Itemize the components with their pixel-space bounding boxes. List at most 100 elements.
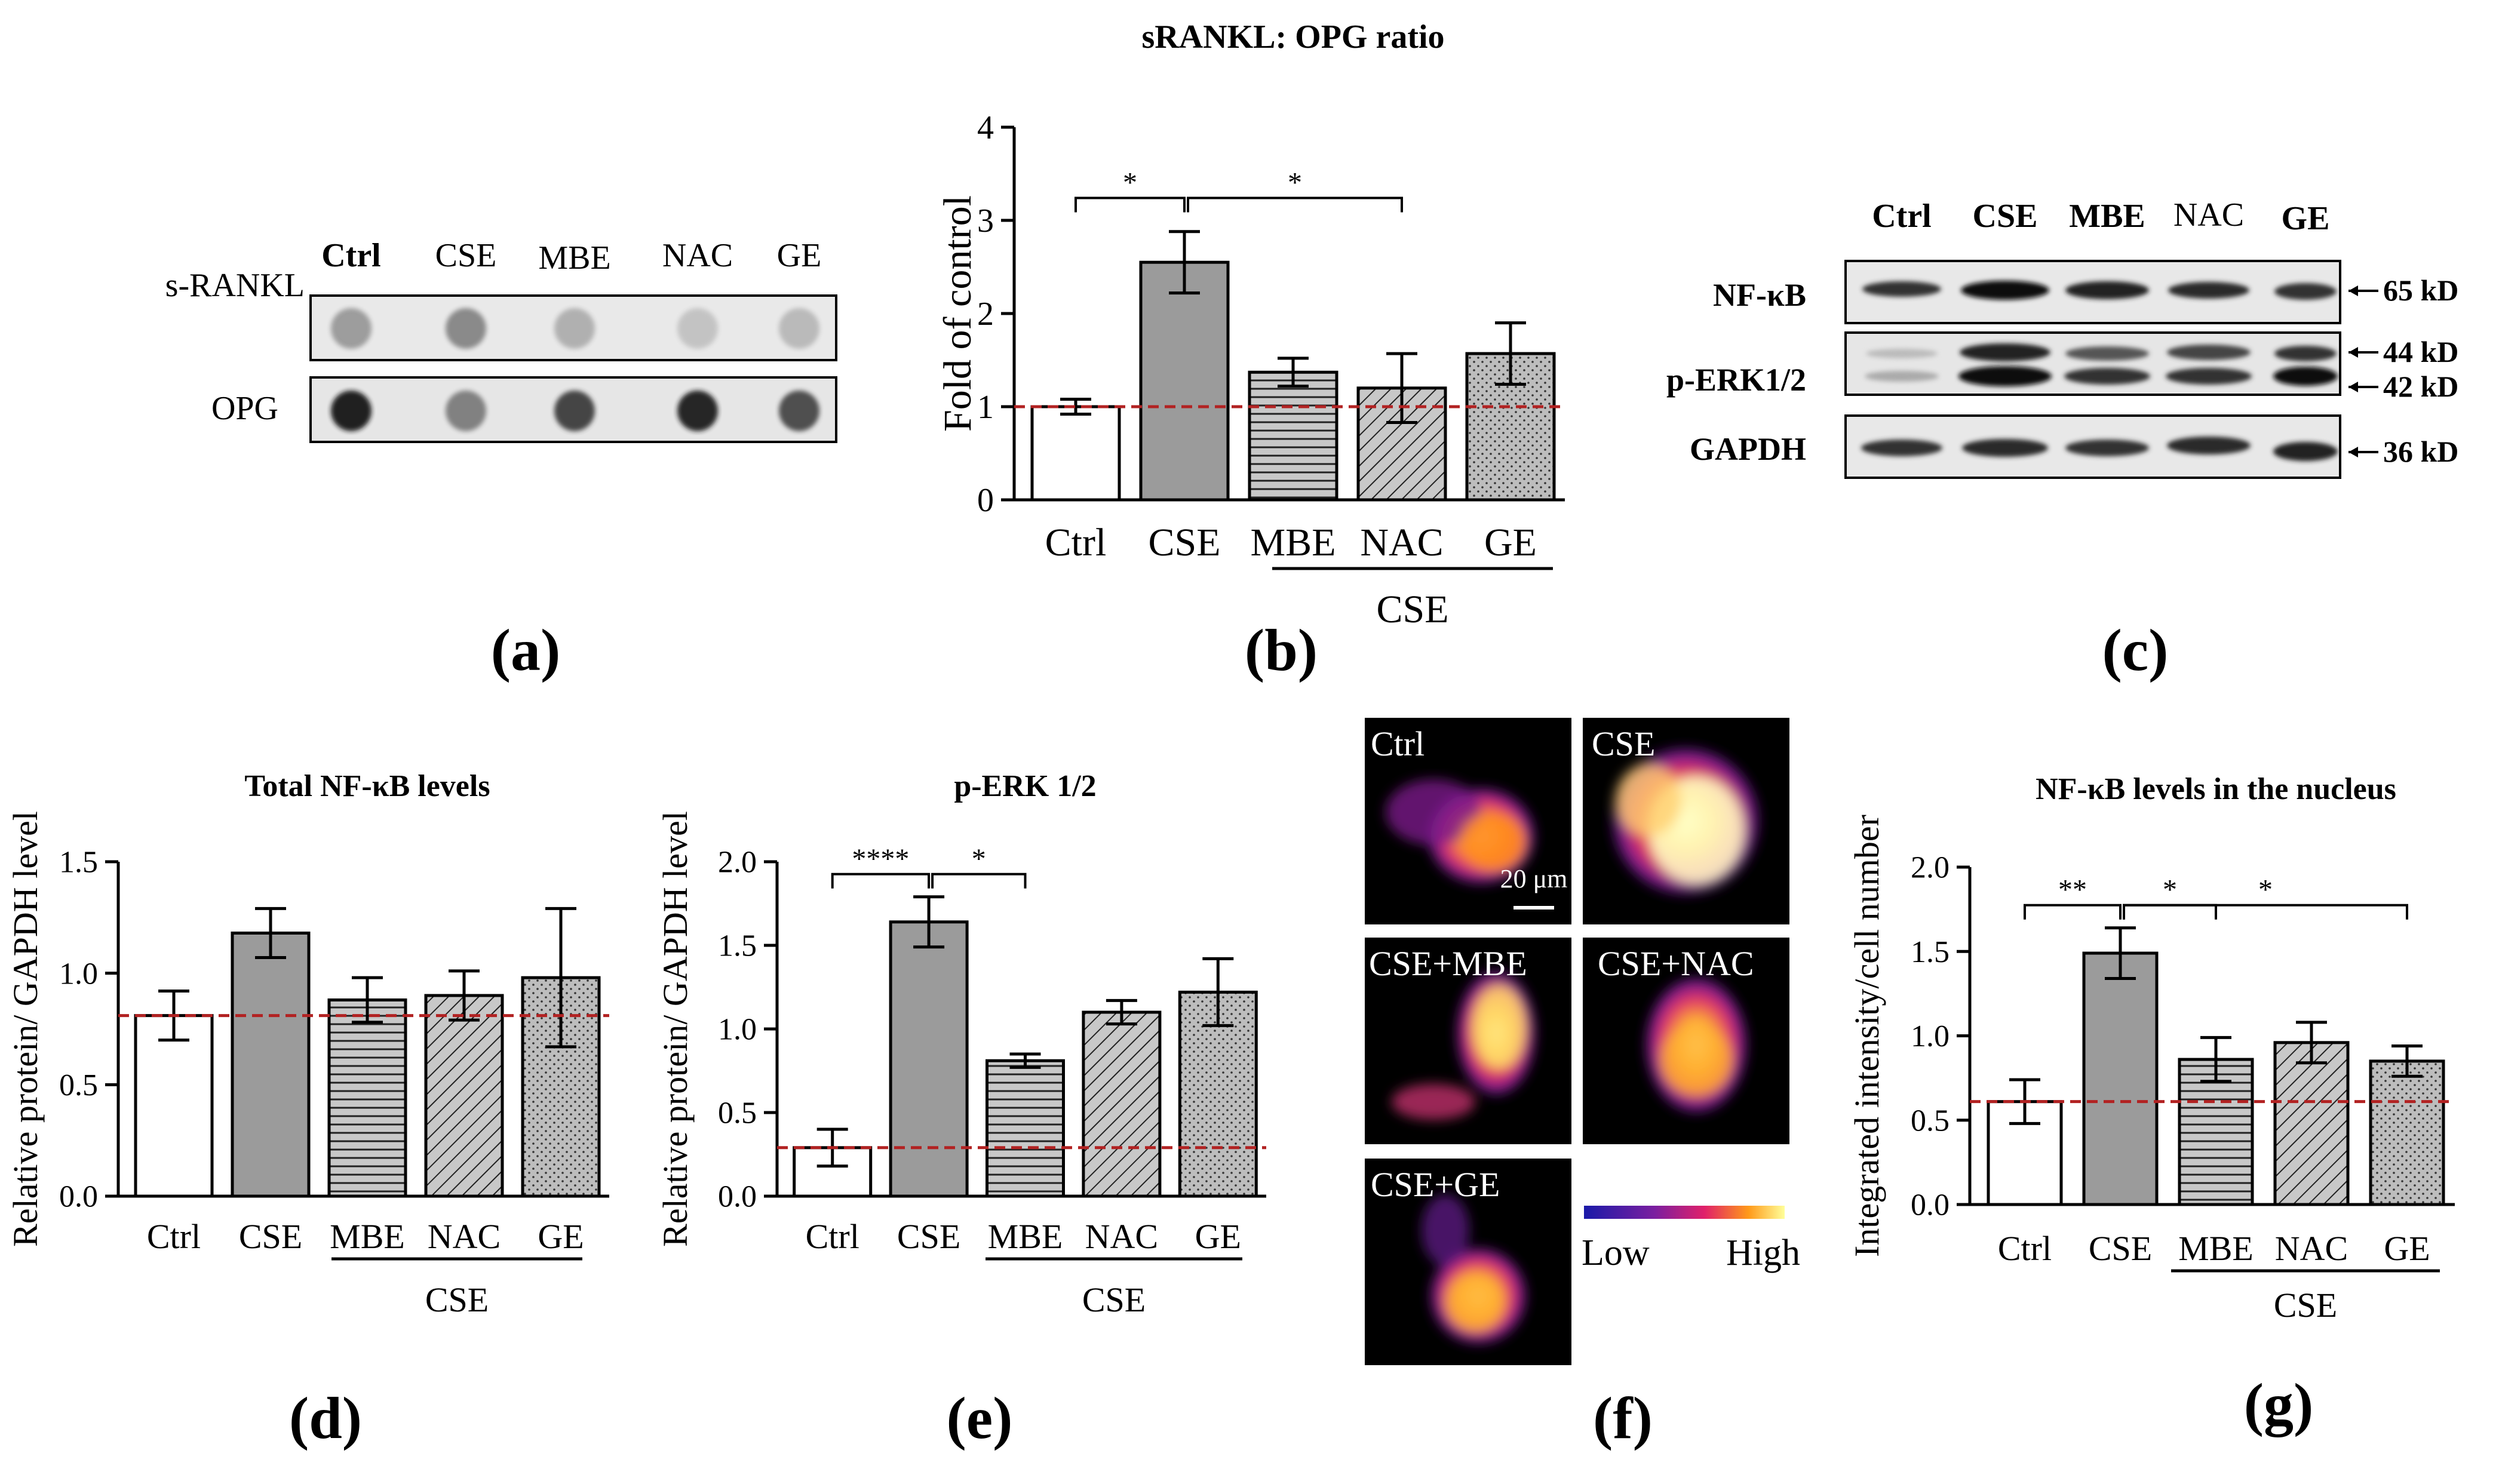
bar-mbe (327, 998, 407, 1198)
x-tick-label: Ctrl (1998, 1229, 2052, 1268)
tile-label-cse-nac: CSE+NAC (1598, 944, 1754, 983)
panel-letter-f: (f) (1593, 1385, 1653, 1451)
dot-spot-opg-2 (554, 391, 595, 431)
significance-bracket (931, 872, 1027, 889)
tile-label-cse-ge: CSE+GE (1371, 1165, 1500, 1204)
x-tick-label: Ctrl (806, 1217, 859, 1256)
dot-blot-col-ge: GE (777, 237, 822, 274)
y-tick-label: 1.5 (59, 846, 98, 880)
tile-label-cse-mbe: CSE+MBE (1369, 944, 1527, 983)
wb-row-nfkb: NF-κB (1713, 277, 1806, 313)
dot-blot-column-labels: Ctrl CSE MBE NAC GE (321, 237, 821, 276)
panel-c-western-blot: Ctrl CSE MBE NAC GE NF-κB p-ERK1/2 GAPDH (1666, 196, 2458, 479)
panel-letter-c: (c) (2102, 617, 2169, 683)
bar-ctrl (793, 1146, 873, 1198)
y-axis-label: Relative protein/ GAPDH level (656, 811, 695, 1247)
tile-cse-ge: CSE+GE (1365, 1159, 1571, 1365)
panel-letter-d: (d) (289, 1385, 362, 1451)
y-tick-label: 0.5 (59, 1068, 98, 1102)
x-tick-label: NAC (2275, 1229, 2348, 1268)
significance-label: * (1288, 167, 1302, 199)
y-tick-label: 0.0 (1911, 1188, 1950, 1222)
x-tick-label: CSE (239, 1217, 302, 1256)
y-tick-label: 1.0 (1911, 1019, 1950, 1053)
bar-cse (2082, 951, 2159, 1206)
dot-blot-col-mbe: MBE (538, 239, 610, 276)
significance-bracket (831, 872, 931, 889)
dot-spot-s-rankl-0 (331, 308, 372, 349)
significance-label: ** (2058, 874, 2087, 906)
dot-blot-col-cse: CSE (435, 237, 497, 274)
bar-nac (424, 994, 504, 1198)
tile-cse-mbe: CSE+MBE (1365, 938, 1571, 1144)
panel-d-bar-chart: Total NF-κB levels Relative protein/ GAPD… (6, 769, 609, 1319)
y-tick-label: 0.5 (718, 1096, 757, 1130)
x-tick-label: MBE (330, 1217, 405, 1256)
y-axis-label: Fold of control (936, 195, 980, 432)
bar-ctrl (134, 1014, 214, 1198)
x-tick-label: GE (2384, 1229, 2430, 1268)
bar-mbe (2178, 1058, 2254, 1206)
chart-title: sRANKL: OPG ratio (1141, 19, 1444, 56)
x-tick-label: GE (1195, 1217, 1241, 1256)
panel-letter-e: (e) (947, 1385, 1013, 1451)
dot-spot-s-rankl-4 (779, 308, 819, 349)
y-axis-label: Relative protein/ GAPDH level (6, 811, 45, 1247)
y-tick-label: 2.0 (1911, 851, 1950, 885)
wb-marker-42: 42 kD (2383, 370, 2458, 403)
bar-nac (2273, 1041, 2350, 1206)
colorbar (1584, 1206, 1785, 1219)
y-tick-label: 1.5 (718, 929, 757, 963)
significance-label: * (2258, 874, 2273, 906)
significance-label: * (2163, 874, 2177, 906)
significance-bracket (2123, 904, 2217, 920)
bar-mbe (1248, 370, 1338, 502)
bar-cse (231, 931, 311, 1198)
x-tick-label: GE (538, 1217, 584, 1256)
colorbar-low-label: Low (1582, 1233, 1650, 1273)
y-tick-label: 4 (977, 109, 994, 146)
wb-row-perk: p-ERK1/2 (1666, 362, 1806, 398)
bar-cse (1139, 260, 1230, 502)
x-tick-label: NAC (1360, 521, 1443, 564)
tile-cse-nac: CSE+NAC (1583, 938, 1789, 1144)
dot-spot-s-rankl-3 (677, 308, 718, 349)
y-tick-label: 2 (977, 296, 994, 333)
significance-bracket (2123, 904, 2408, 920)
y-tick-label: 1.0 (59, 957, 98, 991)
panel-e-bar-chart: p-ERK 1/2 Relative protein/ GAPDH level 0.… (656, 769, 1266, 1319)
x-tick-label: CSE (2089, 1229, 2152, 1268)
x-tick-label: NAC (428, 1217, 501, 1256)
x-tick-label: NAC (1085, 1217, 1158, 1256)
significance-bracket (1074, 196, 1186, 213)
dot-blot-spots-opg (331, 391, 819, 431)
panel-f-fluorescence: Ctrl 20 μm CSE CSE+MBE (1365, 718, 1800, 1365)
group-caption: CSE (2274, 1286, 2337, 1325)
panel-a-dot-blot: Ctrl CSE MBE NAC GE s-RANKL OPG (165, 237, 837, 443)
panel-g-bar-chart: NF-κB levels in the nucleus Integrated in… (1847, 772, 2455, 1325)
x-tick-label: CSE (897, 1217, 960, 1256)
dot-spot-opg-3 (677, 391, 718, 431)
wb-row-gapdh: GAPDH (1690, 431, 1806, 467)
x-tick-label: CSE (1148, 521, 1220, 564)
significance-label: * (972, 843, 986, 875)
wb-lane-ge: GE (2282, 200, 2330, 237)
wb-lane-cse: CSE (1973, 198, 2038, 235)
y-tick-label: 1.5 (1911, 935, 1950, 969)
dot-blot-row-opg: OPG (211, 390, 278, 427)
panel-letter-b: (b) (1245, 617, 1318, 683)
tile-label-cse: CSE (1592, 724, 1655, 763)
wb-lane-ctrl: Ctrl (1872, 198, 1932, 235)
bar-cse (889, 920, 969, 1198)
tile-scale-bar-label: 20 μm (1500, 864, 1568, 893)
significance-bracket (2024, 904, 2122, 920)
bar-ctrl (1030, 405, 1121, 502)
y-tick-label: 1 (977, 389, 994, 426)
wb-marker-36: 36 kD (2383, 435, 2458, 468)
group-caption: CSE (1082, 1280, 1146, 1319)
significance-bracket (1187, 196, 1403, 213)
bar-mbe (986, 1059, 1065, 1198)
panel-letter-g: (g) (2244, 1371, 2314, 1437)
group-caption: CSE (1376, 588, 1448, 631)
